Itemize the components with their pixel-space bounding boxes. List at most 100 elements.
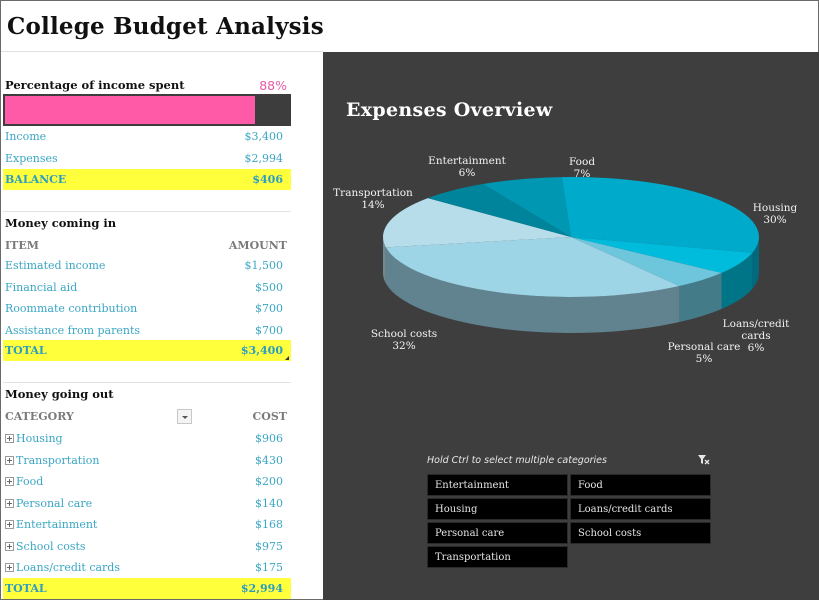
pie-label-percent: 32%: [392, 340, 416, 352]
slicer-item[interactable]: School costs: [570, 522, 711, 544]
pie-slice-side[interactable]: [721, 252, 753, 309]
expense-item-label: School costs: [5, 540, 86, 553]
expand-icon[interactable]: [5, 541, 14, 551]
pie-data-label: Loans/credit cards 6%: [723, 318, 790, 354]
pie-slice-side[interactable]: [752, 237, 759, 289]
expense-item-value: $200: [255, 475, 283, 488]
pie-data-label: Food 7%: [569, 156, 595, 180]
money-in-total-row[interactable]: TOTAL $3,400: [3, 340, 291, 361]
income-item-label: Assistance from parents: [5, 324, 140, 337]
pie-label-percent: 7%: [573, 168, 591, 180]
expense-item-label: Entertainment: [5, 518, 97, 531]
slicer-item[interactable]: Loans/credit cards: [570, 498, 711, 520]
pie-slice-side[interactable]: [679, 272, 722, 323]
income-item-label: Estimated income: [5, 259, 105, 272]
expense-item-row[interactable]: School costs $975: [3, 536, 291, 557]
expense-item-row[interactable]: Transportation $430: [3, 450, 291, 471]
money-out-header: CATEGORY COST: [3, 408, 291, 426]
expenses-row[interactable]: Expenses $2,994: [3, 148, 291, 169]
income-item-row[interactable]: Assistance from parents $700: [3, 320, 291, 341]
expense-item-label: Food: [5, 475, 43, 488]
expand-icon[interactable]: [5, 498, 14, 508]
money-out-total-row[interactable]: TOTAL $2,994: [3, 578, 291, 599]
pie-slice[interactable]: [427, 184, 571, 237]
income-row[interactable]: Income $3,400: [3, 126, 291, 147]
pie-slice-side[interactable]: [385, 247, 680, 333]
income-item-label-text: Roommate contribution: [5, 302, 138, 315]
money-in-total-label: TOTAL: [5, 344, 47, 357]
expand-icon[interactable]: [5, 563, 14, 572]
income-item-label-text: Assistance from parents: [5, 323, 141, 337]
income-item-value: $700: [255, 323, 283, 337]
pie-data-label: Personal care 5%: [668, 341, 741, 365]
balance-label: BALANCE: [5, 173, 67, 186]
income-label: Income: [5, 130, 47, 143]
section-divider: [3, 211, 291, 212]
expense-item-value: $168: [255, 518, 283, 531]
pie-slice[interactable]: [571, 237, 753, 273]
expenses-label: Expenses: [5, 152, 58, 165]
pie-slice[interactable]: [385, 237, 680, 297]
chart-title: Expenses Overview: [346, 99, 553, 121]
expense-item-label-text: Food: [16, 475, 44, 488]
balance-row[interactable]: BALANCE $406: [3, 169, 291, 190]
percentage-bar-fill: [5, 96, 255, 124]
slicer-item[interactable]: Food: [570, 474, 711, 496]
income-item-value: $1,500: [244, 259, 284, 272]
pie-label-category: Food: [568, 156, 596, 168]
pie-slice[interactable]: [561, 177, 759, 253]
pie-slice[interactable]: [383, 198, 571, 248]
clear-filter-icon[interactable]: [697, 454, 711, 466]
expense-item-row[interactable]: Loans/credit cards $175: [3, 557, 291, 578]
slicer-item[interactable]: Entertainment: [427, 474, 568, 496]
pie-label-percent: 30%: [763, 214, 787, 226]
pie-slice-side[interactable]: [383, 237, 386, 284]
expenses-value: $2,994: [244, 152, 284, 165]
expense-item-row[interactable]: Entertainment $168: [3, 514, 291, 535]
expand-icon[interactable]: [5, 520, 14, 529]
expense-item-row[interactable]: Personal care $140: [3, 493, 291, 514]
pie-label-percent: 14%: [361, 199, 385, 211]
expense-item-label-text: School costs: [16, 539, 86, 553]
expense-item-row[interactable]: Food $200: [3, 471, 291, 492]
expand-icon[interactable]: [5, 477, 14, 486]
expense-item-label-text: Personal care: [16, 496, 93, 510]
income-item-value: $700: [255, 302, 283, 315]
income-item-row[interactable]: Estimated income $1,500: [3, 255, 291, 276]
table-resize-handle[interactable]: [285, 356, 289, 360]
pie-data-label: Transportation 14%: [333, 187, 413, 211]
pie-chart[interactable]: [323, 52, 819, 452]
expense-item-label-text: Entertainment: [16, 518, 98, 531]
income-item-value: $500: [255, 280, 283, 294]
expense-item-label-text: Housing: [16, 432, 63, 445]
pie-slice[interactable]: [482, 177, 571, 237]
pie-label-category: Housing: [752, 202, 798, 214]
income-item-row[interactable]: Financial aid $500: [3, 277, 291, 298]
expense-item-label-text: Loans/credit cards: [16, 561, 120, 574]
page-title: College Budget Analysis: [7, 13, 324, 40]
expense-item-row[interactable]: Housing $906: [3, 428, 291, 449]
money-in-header: ITEM AMOUNT: [3, 237, 291, 255]
col-amount: AMOUNT: [228, 239, 287, 252]
col-category: CATEGORY: [5, 410, 74, 423]
slicer-item[interactable]: Personal care: [427, 522, 568, 544]
category-filter-dropdown[interactable]: [177, 409, 192, 424]
pie-label-category: Loans/credit cards: [722, 318, 790, 342]
income-item-label-text: Financial aid: [5, 280, 78, 294]
pie-label-percent: 6%: [747, 342, 765, 354]
col-cost: COST: [252, 410, 287, 423]
section-divider: [3, 382, 291, 383]
pie-slice[interactable]: [571, 237, 722, 287]
income-item-row[interactable]: Roommate contribution $700: [3, 298, 291, 319]
chart-panel: Expenses Overview Food 7% Housing 30% Loans/…: [323, 52, 819, 600]
expand-icon[interactable]: [5, 455, 14, 465]
pie-label-category: Personal care: [667, 341, 741, 353]
pie-data-label: Housing 30%: [753, 202, 797, 226]
slicer-item[interactable]: Transportation: [427, 546, 568, 568]
expense-item-label: Housing: [5, 432, 63, 445]
expense-item-value: $906: [255, 432, 283, 445]
col-item: ITEM: [5, 239, 39, 252]
income-item-label-text: Estimated income: [5, 259, 106, 272]
expand-icon[interactable]: [5, 434, 14, 443]
slicer-item[interactable]: Housing: [427, 498, 568, 520]
